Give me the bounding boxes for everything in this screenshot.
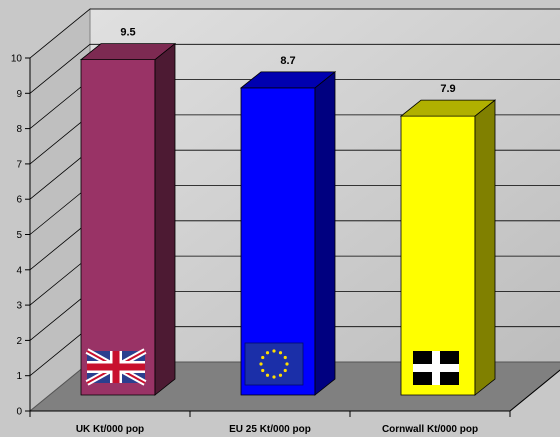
gridline [29, 8, 560, 59]
x-axis: UK Kt/000 pop EU 25 Kt/000 pop Cornwall Kt… [29, 369, 560, 435]
eu-flag-icon [244, 342, 304, 386]
x-tick-label: EU 25 Kt/000 pop [229, 424, 311, 435]
bars [79, 42, 497, 396]
cornwall-flag-icon [413, 351, 459, 385]
data-label: 8.7 [280, 55, 295, 67]
y-tick-label: 4 [16, 265, 22, 276]
y-tick-label: 9 [16, 89, 22, 100]
bar-side [154, 42, 176, 396]
bar-side [474, 99, 496, 396]
union-flag-icon [85, 348, 147, 386]
gridline [29, 43, 560, 94]
bar [399, 99, 497, 396]
y-axis: 0 1 2 3 4 5 6 7 8 9 10 [11, 54, 31, 418]
y-tick-label: 8 [16, 124, 22, 135]
y-tick-label: 1 [16, 371, 22, 382]
data-label: 9.5 [120, 27, 135, 39]
x-axis-depth-line [509, 369, 560, 412]
y-tick-label: 7 [16, 159, 22, 170]
bar [239, 71, 337, 396]
bar [79, 42, 177, 396]
y-tick-label: 3 [16, 301, 22, 312]
y-tick-label: 6 [16, 195, 22, 206]
x-tick-label: Cornwall Kt/000 pop [382, 424, 478, 435]
y-tick-label: 0 [16, 407, 22, 418]
y-tick-label: 10 [11, 54, 23, 65]
x-tick-label: UK Kt/000 pop [76, 424, 144, 435]
data-label: 7.9 [440, 83, 455, 95]
y-tick-label: 2 [16, 336, 22, 347]
data-labels: 9.5 8.7 7.9 [120, 27, 455, 95]
bar-side [314, 71, 336, 396]
y-tick-label: 5 [16, 230, 22, 241]
bar-front [80, 59, 156, 396]
